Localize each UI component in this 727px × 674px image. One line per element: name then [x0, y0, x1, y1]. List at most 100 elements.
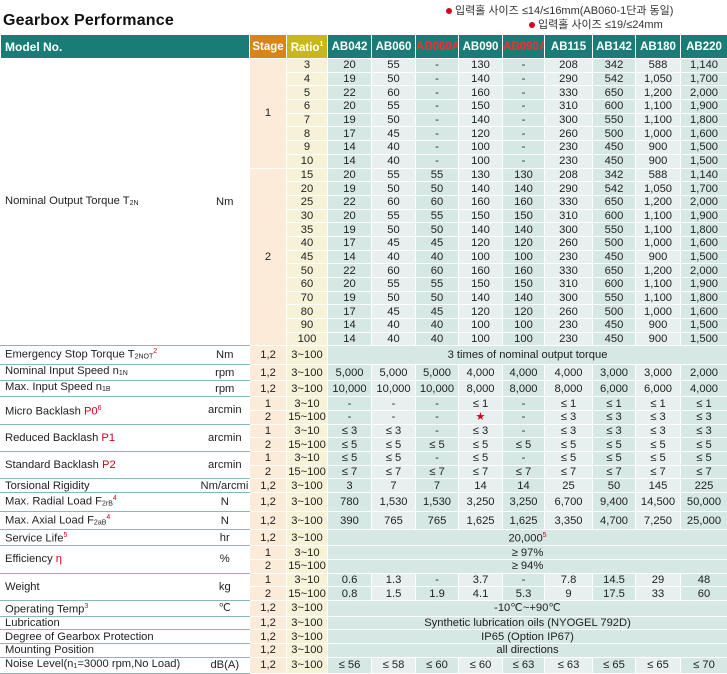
value-cell: 290 — [545, 182, 593, 196]
value-cell: 450 — [593, 332, 636, 346]
ratio-cell: 3~100 — [287, 630, 328, 644]
row-unit: ℃ — [201, 600, 250, 616]
note-text-2: 입력홀 사이즈 ≤19/≤24mm — [538, 19, 663, 31]
stage-cell: 1,2 — [250, 346, 287, 365]
value-cell: 4,700 — [593, 511, 636, 530]
value-cell: 600 — [593, 209, 636, 223]
value-cell: 1,600 — [681, 127, 727, 141]
value-cell: ≤ 5 — [636, 451, 681, 465]
value-cell: 60 — [372, 264, 416, 278]
value-cell: 10,000 — [372, 381, 416, 397]
value-cell: 45 — [372, 305, 416, 319]
value-cell: 100 — [459, 319, 503, 333]
value-cell: 208 — [545, 168, 593, 182]
value-cell: - — [416, 451, 459, 465]
value-cell: 550 — [593, 113, 636, 127]
value-cell: 100 — [459, 332, 503, 346]
row-label-max-radial-load: Max. Radial Load F2rB4 — [1, 492, 201, 511]
page-title: Gearbox Performance — [3, 12, 174, 30]
value-cell: 9 — [545, 587, 593, 601]
table-row: Noise Level(n1=3000 rpm,No Load)dB(A)1,2… — [1, 657, 727, 673]
stage-cell: 1 — [250, 397, 287, 411]
value-cell: 55 — [416, 209, 459, 223]
value-cell: 5,000 — [416, 365, 459, 381]
ratio-cell: 50 — [287, 264, 328, 278]
row-unit: arcmin — [201, 451, 250, 478]
value-cell: 650 — [593, 86, 636, 100]
value-cell: 1,100 — [636, 278, 681, 292]
value-cell: 40 — [416, 319, 459, 333]
value-cell: 50,000 — [681, 492, 727, 511]
value-cell: 310 — [545, 209, 593, 223]
value-cell: - — [416, 100, 459, 114]
value-cell: 230 — [545, 319, 593, 333]
value-cell: 1,500 — [681, 250, 727, 264]
value-cell: - — [503, 86, 545, 100]
value-cell: ≤ 3 — [372, 424, 416, 438]
row-label-reduced-backlash: Reduced Backlash P1 — [1, 424, 201, 451]
value-cell: 160 — [459, 195, 503, 209]
merged-value-cell: IP65 (Option IP67) — [328, 630, 727, 644]
value-cell: 20 — [328, 209, 372, 223]
value-cell: 19 — [328, 223, 372, 237]
value-cell: 20 — [328, 59, 372, 73]
value-cell: 14 — [503, 479, 545, 493]
value-cell: 2,000 — [681, 195, 727, 209]
stage-cell: 1,2 — [250, 365, 287, 381]
value-cell: 1,100 — [636, 291, 681, 305]
row-label-operating-temp: Operating Temp3 — [1, 600, 201, 616]
value-cell: 6,000 — [636, 381, 681, 397]
value-cell: 150 — [503, 209, 545, 223]
value-cell: 4.1 — [459, 587, 503, 601]
merged-value-cell: ≥ 97% — [328, 546, 727, 560]
value-cell: 130 — [503, 168, 545, 182]
row-unit: Nm/arcmin — [201, 479, 250, 493]
value-cell: 45 — [372, 236, 416, 250]
value-cell: ≤ 3 — [681, 410, 727, 424]
stage-cell: 2 — [250, 559, 287, 573]
value-cell: 650 — [593, 195, 636, 209]
value-cell: 10,000 — [328, 381, 372, 397]
value-cell: ≤ 7 — [545, 465, 593, 479]
value-cell: 120 — [503, 305, 545, 319]
stage-cell: 2 — [250, 168, 287, 346]
value-cell: 40 — [372, 250, 416, 264]
value-cell: ★ — [459, 410, 503, 424]
ratio-cell: 3~10 — [287, 424, 328, 438]
value-cell: 160 — [503, 264, 545, 278]
value-cell: 4,000 — [545, 365, 593, 381]
value-cell: 20 — [328, 168, 372, 182]
value-cell: 1,100 — [636, 223, 681, 237]
merged-value-cell: ≥ 94% — [328, 559, 727, 573]
value-cell: 50 — [416, 291, 459, 305]
value-cell: 450 — [593, 250, 636, 264]
value-cell: 330 — [545, 86, 593, 100]
value-cell: 1,200 — [636, 264, 681, 278]
value-cell: - — [503, 127, 545, 141]
value-cell: 900 — [636, 141, 681, 155]
header-model: AB090A — [503, 35, 545, 59]
merged-value-cell: -10℃~+90℃ — [328, 600, 727, 616]
value-cell: ≤ 56 — [328, 657, 372, 673]
ratio-cell: 3~10 — [287, 451, 328, 465]
value-cell: 6,000 — [593, 381, 636, 397]
value-cell: - — [503, 451, 545, 465]
ratio-cell: 10 — [287, 154, 328, 168]
value-cell: 33 — [636, 587, 681, 601]
value-cell: - — [503, 141, 545, 155]
ratio-cell: 35 — [287, 223, 328, 237]
ratio-cell: 9 — [287, 141, 328, 155]
value-cell: 3,000 — [593, 365, 636, 381]
ratio-cell: 20 — [287, 182, 328, 196]
value-cell: 310 — [545, 278, 593, 292]
value-cell: ≤ 3 — [328, 424, 372, 438]
value-cell: 1,530 — [416, 492, 459, 511]
ratio-cell: 3~100 — [287, 492, 328, 511]
ratio-cell: 15~100 — [287, 465, 328, 479]
ratio-cell: 6 — [287, 100, 328, 114]
value-cell: - — [416, 410, 459, 424]
